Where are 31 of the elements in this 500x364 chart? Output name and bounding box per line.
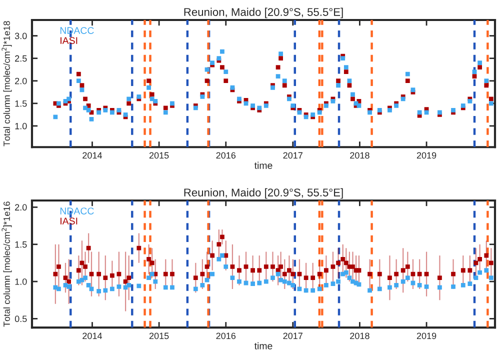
x-tick-label: 2019 <box>416 332 436 340</box>
x-tick-label: 2014 <box>82 332 102 340</box>
text: NDACC <box>60 208 94 214</box>
text: NDACC <box>60 27 94 34</box>
y-tick-label: 3.0 <box>14 32 27 40</box>
y-tick-label: 1.0 <box>15 278 27 285</box>
y-axis-title: Total column [molec/cm$^{2}$]*1e18 <box>2 21 12 146</box>
chart-title: Reunion, Maido [20.9°S, 55.5°E] <box>184 8 343 18</box>
x-tick-label: 2015 <box>149 152 169 159</box>
x-tick-label: 2018 <box>350 332 370 340</box>
x-axis-title: time <box>254 342 272 350</box>
x-tick-label: 2016 <box>216 332 236 340</box>
y-tick-label: 2.5 <box>15 55 27 62</box>
y-tick-label: 1.0 <box>15 122 27 130</box>
text: IASI <box>60 218 78 224</box>
y-tick-label: 1.5 <box>15 241 27 248</box>
x-tick-label: 2017 <box>283 332 302 340</box>
x-tick-label: 2016 <box>216 152 236 159</box>
y-tick-label: 0.5 <box>14 316 27 322</box>
text: IASI <box>60 37 78 44</box>
chart-title: Reunion, Maido [20.9°S, 55.5°E] <box>184 188 343 199</box>
x-tick-label: 2018 <box>350 152 370 159</box>
y-tick-label: 1.5 <box>15 100 27 107</box>
y-axis-title: Total column [molec/cm$^{2}$]*1e16 <box>2 202 12 327</box>
x-tick-label: 2019 <box>416 152 436 159</box>
y-tick-label: 2.0 <box>15 78 27 84</box>
x-tick-label: 2014 <box>82 152 102 159</box>
x-tick-label: 2015 <box>149 332 169 340</box>
y-tick-label: 2.0 <box>15 204 27 211</box>
x-tick-label: 2017 <box>283 152 302 159</box>
x-axis-title: time <box>254 162 272 169</box>
